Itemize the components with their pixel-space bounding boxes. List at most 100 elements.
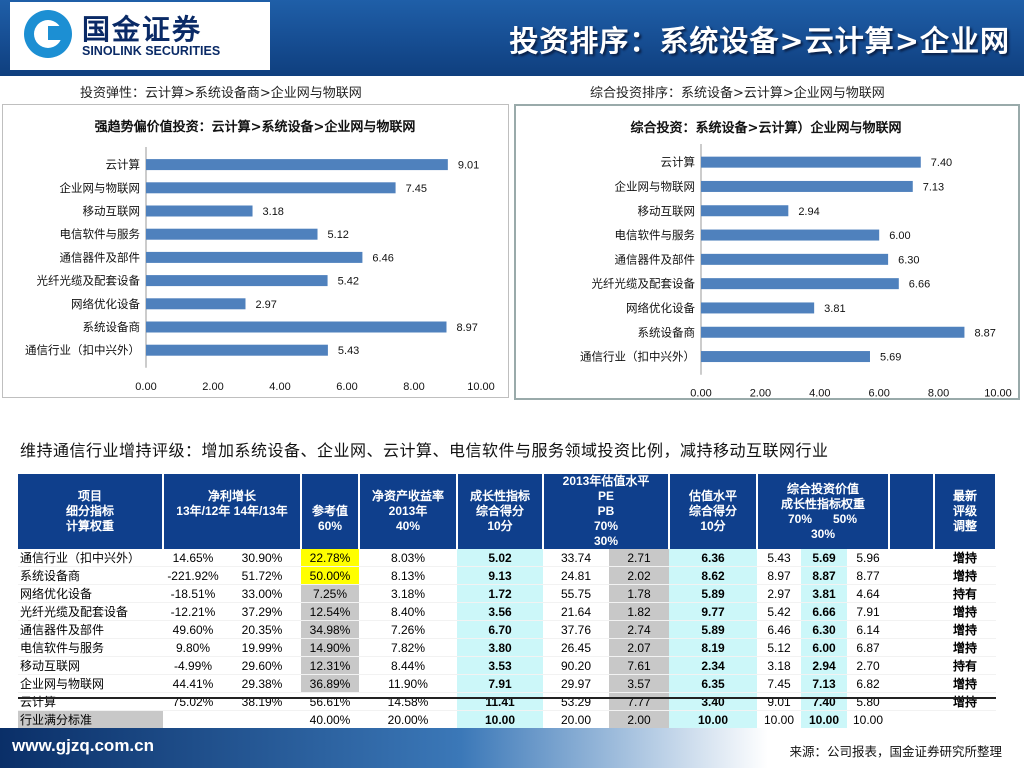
value-label: 6.00 (889, 230, 910, 242)
category-label: 网络优化设备 (626, 301, 695, 315)
x-tick-label: 8.00 (928, 388, 949, 398)
table-row: 通信器件及部件 49.60% 20.35% 34.98% 7.26% 6.70 37.76 2… (18, 620, 996, 639)
rating-summary: 维持通信行业增持评级：增加系统设备、企业网、云计算、电信软件与服务领域投资比例，… (20, 441, 829, 460)
category-label: 光纤光缆及配套设备 (592, 277, 696, 291)
value-label: 8.87 (974, 327, 995, 339)
value-label: 7.40 (931, 157, 952, 169)
value-label: 6.46 (372, 252, 393, 264)
category-label: 电信软件与服务 (615, 228, 696, 242)
bar-1-3 (701, 229, 880, 241)
category-label: 光纤光缆及配套设备 (37, 274, 141, 288)
bar-1-1 (701, 180, 913, 192)
value-label: 7.45 (406, 183, 427, 195)
logo-english-name: SINOLINK SECURITIES (82, 44, 221, 58)
x-tick-label: 6.00 (336, 381, 357, 393)
bar-1-7 (701, 326, 965, 338)
bar-0-8 (146, 344, 328, 356)
footer-url[interactable]: www.gjzq.com.cn (12, 736, 154, 755)
value-label: 8.97 (456, 322, 477, 334)
bar-1-2 (701, 205, 789, 217)
hdr-valuation-score: 估值水平 综合得分 10分 (669, 474, 758, 549)
value-label: 3.81 (824, 303, 845, 315)
hdr-blank (889, 474, 935, 549)
bar-1-6 (701, 302, 815, 314)
bar-1-5 (701, 278, 899, 290)
right-subtitle: 综合投资排序：系统设备>云计算>企业网与物联网 (590, 86, 885, 101)
valuation-table: 项目 细分指标 计算权重 净利增长 13年/12年 14年/13年 参考值 60% 净资… (18, 474, 997, 729)
category-label: 电信软件与服务 (60, 227, 141, 241)
left-subtitle: 投资弹性：云计算>系统设备商>企业网与物联网 (80, 86, 362, 101)
chart-title: 强趋势偏价值投资：云计算>系统设备>企业网与物联网 (95, 119, 416, 135)
category-label: 云计算 (661, 155, 696, 169)
table-row: 企业网与物联网 44.41% 29.38% 36.89% 11.90% 7.91 29.97… (18, 674, 996, 693)
category-label: 系统设备商 (638, 325, 696, 339)
footer-source: 来源：公司报表，国金证券研究所整理 (789, 744, 1002, 759)
value-label: 6.66 (909, 279, 930, 291)
table-bottom-rule (18, 697, 996, 699)
x-tick-label: 0.00 (690, 388, 711, 398)
category-label: 网络优化设备 (71, 297, 140, 311)
value-label: 3.18 (263, 206, 284, 218)
x-tick-label: 4.00 (269, 381, 290, 393)
category-label: 通信行业（扣中兴外） (25, 343, 140, 357)
x-tick-label: 2.00 (750, 388, 771, 398)
category-label: 通信器件及部件 (60, 250, 141, 264)
bar-0-2 (146, 205, 253, 217)
value-label: 5.69 (880, 352, 901, 364)
bar-0-4 (146, 251, 363, 263)
chart-title: 综合投资：系统设备>云计算）企业网与物联网 (631, 120, 902, 136)
bar-1-8 (701, 351, 870, 363)
x-tick-label: 4.00 (809, 388, 830, 398)
category-label: 移动互联网 (83, 204, 141, 218)
table-row: 行业满分标准 40.00% 20.00% 10.00 20.00 2.00 10.00 10.… (18, 710, 996, 729)
value-label: 5.12 (328, 229, 349, 241)
category-label: 企业网与物联网 (615, 179, 696, 193)
hdr-item: 项目 细分指标 计算权重 (18, 474, 164, 549)
value-label: 2.97 (255, 299, 276, 311)
logo-mark-icon (24, 10, 72, 58)
category-label: 企业网与物联网 (60, 181, 141, 195)
chart-composite: 综合投资：系统设备>云计算）企业网与物联网云计算 7.40 企业网与物联网 7.13 移… (514, 104, 1020, 400)
logo-chinese-name: 国金证券 (82, 13, 203, 46)
hdr-profit-growth: 净利增长 13年/12年 14年/13年 (163, 474, 302, 549)
hdr-reference: 参考值 60% (301, 474, 360, 549)
bar-0-6 (146, 298, 246, 310)
category-label: 通信行业（扣中兴外） (580, 350, 695, 364)
bar-1-4 (701, 253, 889, 265)
value-label: 7.13 (923, 181, 944, 193)
bar-0-3 (146, 228, 318, 240)
table-row: 云计算 75.02% 38.19% 56.61% 14.58% 11.41 53.29 7.7… (18, 692, 996, 711)
table-row: 网络优化设备 -18.51% 33.00% 7.25% 3.18% 1.72 55.75 1.… (18, 584, 996, 603)
table-row: 通信行业（扣中兴外） 14.65% 30.90% 22.78% 8.03% 5.02 33.… (18, 549, 996, 567)
hdr-valuation-2013: 2013年估值水平 PEPB 70%30% (543, 474, 670, 549)
hdr-growth-score: 成长性指标 综合得分 10分 (457, 474, 544, 549)
chart-trend-value: 强趋势偏价值投资：云计算>系统设备>企业网与物联网云计算 9.01 企业网与物联网 7… (2, 104, 509, 398)
page-title: 投资排序：系统设备>云计算>企业网 (509, 24, 1010, 58)
category-label: 通信器件及部件 (615, 252, 696, 266)
table-row: 光纤光缆及配套设备 -12.21% 37.29% 12.54% 8.40% 3.56 21.… (18, 602, 996, 621)
value-label: 5.42 (338, 276, 359, 288)
x-tick-label: 10.00 (467, 381, 495, 393)
x-tick-label: 10.00 (984, 388, 1012, 398)
category-label: 云计算 (106, 158, 141, 172)
footer-band (0, 728, 1024, 768)
bar-0-7 (146, 321, 447, 333)
category-label: 移动互联网 (638, 204, 696, 218)
table-row: 电信软件与服务 9.80% 19.99% 14.90% 7.82% 3.80 26.45 2.… (18, 638, 996, 657)
hdr-roe: 净资产收益率 2013年 40% (359, 474, 458, 549)
hdr-rating: 最新 评级 调整 (934, 474, 997, 549)
hdr-composite-value: 综合投资价值 成长性指标权重 70% 50%30% (757, 474, 890, 549)
category-label: 系统设备商 (83, 320, 141, 334)
x-tick-label: 2.00 (202, 381, 223, 393)
bar-1-0 (701, 156, 921, 168)
table-row: 移动互联网 -4.99% 29.60% 12.31% 8.44% 3.53 90.20 7.6… (18, 656, 996, 675)
bar-0-5 (146, 275, 328, 287)
x-tick-label: 0.00 (135, 381, 156, 393)
x-tick-label: 8.00 (403, 381, 424, 393)
value-label: 5.43 (338, 345, 359, 357)
value-label: 9.01 (458, 160, 479, 172)
bar-0-1 (146, 182, 396, 194)
value-label: 6.30 (898, 254, 919, 266)
